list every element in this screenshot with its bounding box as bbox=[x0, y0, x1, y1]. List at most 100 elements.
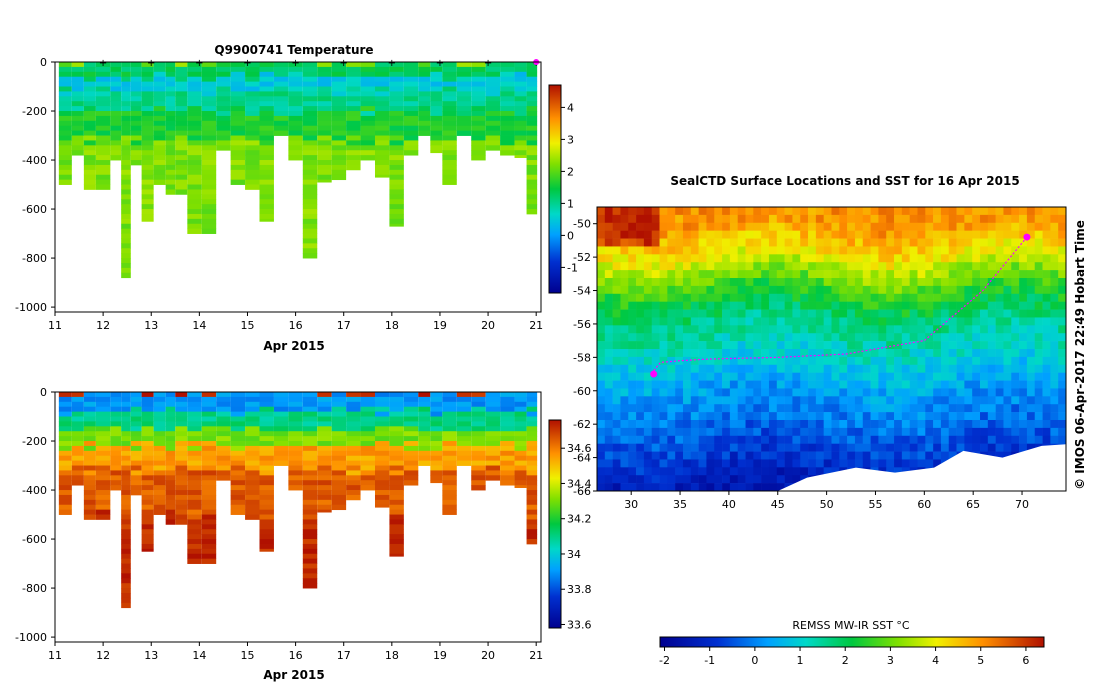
section-cell bbox=[302, 548, 318, 555]
section-cell bbox=[471, 392, 486, 398]
section-cell bbox=[302, 499, 318, 506]
sst-cell bbox=[636, 309, 645, 318]
sst-cell bbox=[698, 451, 707, 460]
section-cell bbox=[259, 441, 274, 447]
sst-cell bbox=[956, 412, 965, 421]
sst-cell bbox=[784, 475, 793, 484]
section-cell bbox=[471, 150, 486, 156]
sst-cell bbox=[894, 420, 903, 429]
sst-cell bbox=[972, 262, 981, 271]
section-cell bbox=[526, 125, 538, 132]
section-cell bbox=[230, 76, 246, 83]
sst-cell bbox=[651, 270, 660, 279]
lon-tick-label: 55 bbox=[868, 498, 882, 511]
sst-cell bbox=[1042, 349, 1051, 358]
section-cell bbox=[302, 441, 318, 447]
section-cell bbox=[245, 401, 260, 408]
sst-cell bbox=[643, 333, 653, 342]
sst-cell bbox=[1050, 301, 1059, 310]
section-cell bbox=[141, 115, 154, 122]
section-cell bbox=[83, 62, 96, 68]
sst-cell bbox=[854, 278, 864, 287]
sst-cell bbox=[1019, 270, 1028, 279]
section-cell bbox=[58, 145, 72, 151]
section-cell bbox=[514, 411, 527, 417]
section-cell bbox=[130, 120, 142, 127]
section-cell bbox=[187, 111, 202, 117]
sst-cell bbox=[682, 475, 692, 484]
sst-cell bbox=[753, 396, 762, 405]
section-cell bbox=[526, 519, 538, 525]
section-cell bbox=[165, 111, 176, 117]
sst-cell bbox=[1058, 435, 1067, 444]
sst-cell bbox=[675, 396, 684, 405]
sst-cell bbox=[1034, 270, 1043, 279]
sst-cell bbox=[870, 207, 879, 216]
section-cell bbox=[442, 62, 457, 68]
section-cell bbox=[471, 396, 486, 403]
sst-cell bbox=[901, 364, 910, 373]
sst-cell bbox=[1026, 349, 1036, 358]
sst-cell bbox=[643, 254, 653, 263]
section-cell bbox=[130, 66, 142, 73]
sst-cell bbox=[878, 238, 887, 247]
sst-cell bbox=[839, 246, 848, 255]
sst-cell bbox=[886, 364, 895, 373]
sst-cell bbox=[1050, 309, 1059, 318]
section-cell bbox=[187, 401, 202, 408]
sst-cell bbox=[659, 278, 668, 287]
section-cell bbox=[187, 101, 202, 107]
sst-cell bbox=[987, 451, 996, 460]
section-cell bbox=[141, 160, 154, 166]
sst-cell bbox=[636, 301, 645, 310]
section-cell bbox=[58, 135, 72, 141]
sst-cell bbox=[643, 475, 653, 484]
sst-cell bbox=[722, 222, 731, 231]
section-cell bbox=[141, 155, 154, 161]
sst-cell bbox=[862, 309, 871, 318]
sst-cell bbox=[628, 388, 637, 397]
section-cell bbox=[389, 101, 404, 107]
sst-cell bbox=[901, 341, 910, 350]
sst-cell bbox=[667, 451, 676, 460]
section-cell bbox=[83, 431, 96, 437]
sst-cell bbox=[901, 443, 910, 452]
sst-cell bbox=[862, 420, 871, 429]
section-cell bbox=[418, 101, 431, 107]
section-cell bbox=[95, 436, 111, 442]
sst-cell bbox=[737, 483, 746, 492]
sst-cell bbox=[886, 254, 895, 263]
sst-cell bbox=[980, 349, 989, 358]
sst-cell bbox=[729, 412, 738, 421]
section-cell bbox=[259, 445, 274, 452]
sst-cell bbox=[1011, 301, 1020, 310]
sst-cell bbox=[815, 285, 824, 295]
section-cell bbox=[360, 455, 375, 462]
sst-cell bbox=[651, 475, 660, 484]
sst-cell bbox=[745, 451, 754, 460]
section-cell bbox=[245, 392, 260, 398]
sst-cell bbox=[768, 451, 778, 460]
sst-cell bbox=[870, 246, 879, 255]
sst-cell bbox=[862, 293, 871, 302]
sst-cell bbox=[628, 435, 637, 444]
x-tick-label: 18 bbox=[385, 649, 399, 662]
section-cell bbox=[130, 475, 142, 481]
section-cell bbox=[83, 184, 96, 190]
sst-cell bbox=[714, 278, 723, 287]
section-cell bbox=[245, 66, 260, 73]
section-cell bbox=[360, 96, 375, 102]
sst-cell bbox=[1058, 317, 1067, 326]
sst-cell bbox=[1042, 356, 1051, 366]
sst-cell bbox=[956, 214, 965, 224]
sst-cell bbox=[792, 364, 801, 373]
sst-cell bbox=[1026, 309, 1036, 318]
sst-cell bbox=[901, 262, 910, 271]
sst-cell bbox=[901, 420, 910, 429]
sst-cell bbox=[745, 254, 754, 263]
section-cell bbox=[165, 155, 176, 161]
sst-cell bbox=[878, 301, 887, 310]
sst-cell bbox=[1019, 214, 1028, 224]
sst-cell bbox=[980, 388, 989, 397]
sst-cell bbox=[1026, 325, 1036, 334]
